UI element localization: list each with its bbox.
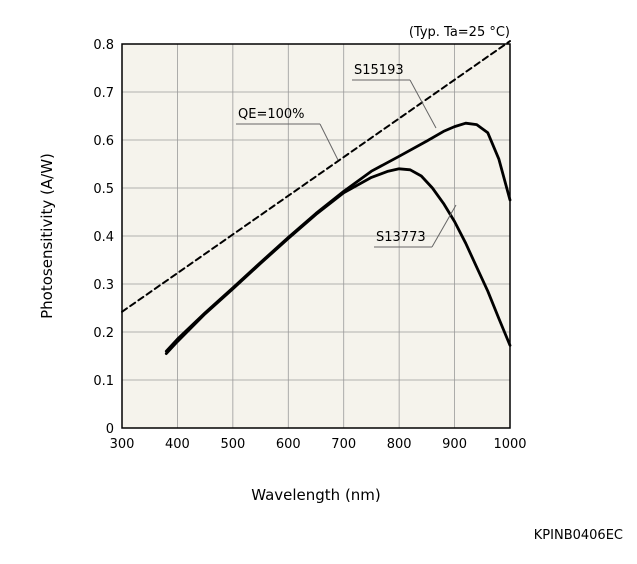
y-tick-label: 0.8: [93, 38, 114, 53]
series-line-s13773: [164, 167, 512, 356]
x-tick-label: 800: [387, 437, 412, 452]
x-tick-label: 500: [220, 437, 245, 452]
y-tick-label: 0.4: [93, 230, 114, 245]
annotation-leader: [431, 204, 457, 248]
y-tick-label: 0.1: [93, 374, 114, 389]
y-tick-label: 0.6: [93, 134, 114, 149]
y-axis-label: Photosensitivity (A/W): [38, 153, 56, 319]
annotation-leader: [319, 123, 339, 161]
y-tick-label: 0.2: [93, 326, 114, 341]
y-tick-label: 0.7: [93, 86, 114, 101]
x-tick-label: 900: [442, 437, 467, 452]
y-tick-label: 0.5: [93, 182, 114, 197]
x-tick-label: 1000: [493, 437, 526, 452]
annotations: QE=100% S15193 S13773: [236, 63, 457, 248]
annotation-leader: [409, 79, 437, 129]
x-axis-label: Wavelength (nm): [251, 486, 381, 504]
series-line-qe-100-: [121, 40, 511, 313]
condition-note: (Typ. Ta=25 °C): [409, 25, 510, 40]
annotation-label: QE=100%: [238, 107, 305, 122]
y-tick-label: 0: [106, 422, 114, 437]
tick-labels: 300 400 500 600 700 800 900 1000 0 0.1 0.2 0.3 0.4 0.…: [93, 38, 526, 452]
x-tick-label: 300: [110, 437, 135, 452]
figure-code: KPINB0406EC: [533, 528, 623, 543]
annotation-label: S13773: [376, 230, 426, 245]
x-tick-label: 400: [165, 437, 190, 452]
x-tick-label: 600: [276, 437, 301, 452]
y-tick-label: 0.3: [93, 278, 114, 293]
x-tick-label: 700: [331, 437, 356, 452]
plot-frame: [121, 43, 511, 429]
annotation-label: S15193: [354, 63, 404, 78]
series-layer: [121, 40, 512, 356]
